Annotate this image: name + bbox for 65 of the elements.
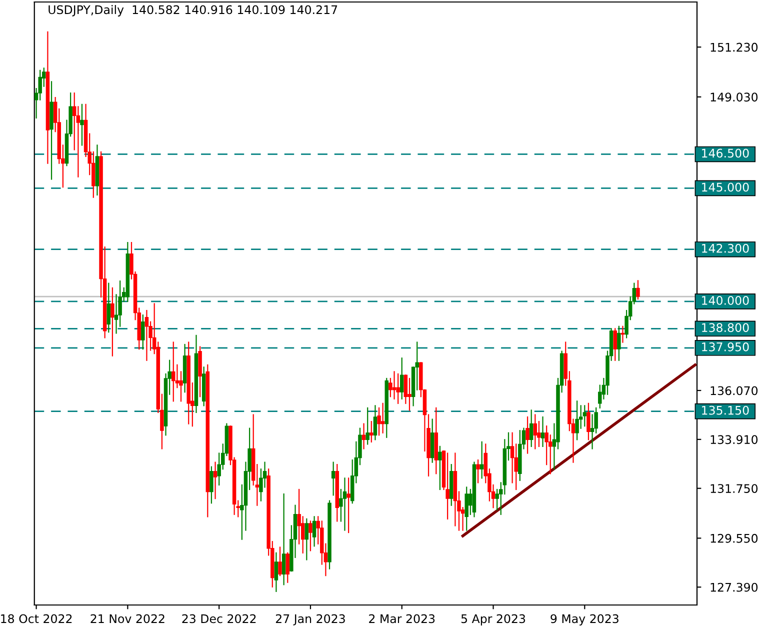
candlestick	[373, 405, 378, 440]
candlestick	[396, 373, 400, 404]
candlestick	[480, 441, 484, 479]
x-tick-label: 23 Dec 2022	[182, 614, 256, 624]
ref-line-label: 145.000	[702, 182, 749, 192]
ref-line-label: 137.950	[702, 342, 749, 352]
candlestick	[529, 410, 534, 447]
y-tick-label: 127.390	[710, 582, 758, 592]
candlestick	[464, 486, 468, 531]
candlestick	[526, 416, 530, 454]
ref-line-label: 142.300	[702, 244, 749, 253]
candlestick	[278, 546, 282, 576]
candlestick	[438, 446, 442, 490]
candlestick	[274, 552, 278, 592]
candlestick	[80, 104, 84, 146]
candlestick	[533, 414, 538, 450]
candlestick	[636, 280, 640, 300]
y-tick-label: 133.910	[710, 435, 758, 444]
x-tick-label: 21 Nov 2022	[90, 614, 164, 624]
candlestick	[110, 287, 114, 356]
candlestick	[141, 314, 145, 350]
candlestick	[380, 402, 385, 434]
candlestick	[370, 420, 374, 442]
ref-line-label: 146.500	[702, 148, 749, 158]
candlestick	[446, 452, 450, 520]
candlestick	[408, 378, 412, 411]
candlestick	[286, 552, 290, 583]
candlestick	[308, 520, 312, 552]
candlestick	[282, 493, 286, 586]
chart-title: USDJPY,Daily 140.582 140.916 140.109 140.217	[48, 5, 338, 16]
candlestick	[582, 405, 587, 427]
ref-line-label: 138.800	[702, 323, 749, 332]
y-tick-label: 136.070	[710, 386, 758, 396]
x-tick-label: 9 May 2023	[550, 614, 618, 626]
candlestick	[213, 462, 218, 500]
candlestick	[346, 478, 350, 534]
candlestick	[377, 407, 381, 436]
y-tick-label: 129.550	[710, 534, 758, 543]
candlestick	[331, 462, 336, 496]
candlestick	[210, 466, 214, 504]
candlestick	[366, 407, 370, 445]
candlestick	[540, 416, 545, 447]
ref-line-label: 140.000	[702, 296, 749, 305]
x-tick-label: 27 Jan 2023	[276, 614, 345, 626]
candlestick	[144, 310, 149, 361]
candlestick	[617, 326, 621, 361]
candlestick	[312, 516, 316, 547]
candlestick	[362, 423, 366, 450]
ref-line-label: 135.150	[702, 406, 749, 415]
x-tick-label: 2 Mar 2023	[369, 614, 435, 624]
x-tick-label: 18 Oct 2022	[1, 614, 72, 624]
candlestick	[172, 342, 176, 402]
candlestick	[613, 328, 617, 361]
x-tick-label: 5 Apr 2023	[461, 614, 526, 626]
candlestick	[575, 400, 579, 440]
candlestick	[106, 282, 111, 333]
candlestick	[586, 402, 590, 440]
candlestick	[304, 518, 309, 560]
candlestick	[400, 358, 404, 400]
y-tick-label: 131.750	[710, 484, 758, 493]
y-tick-label: 151.230	[710, 42, 758, 52]
candlestick	[476, 459, 480, 484]
candlestick	[342, 478, 347, 531]
y-tick-label: 149.030	[710, 92, 758, 102]
candlestick	[392, 371, 396, 400]
